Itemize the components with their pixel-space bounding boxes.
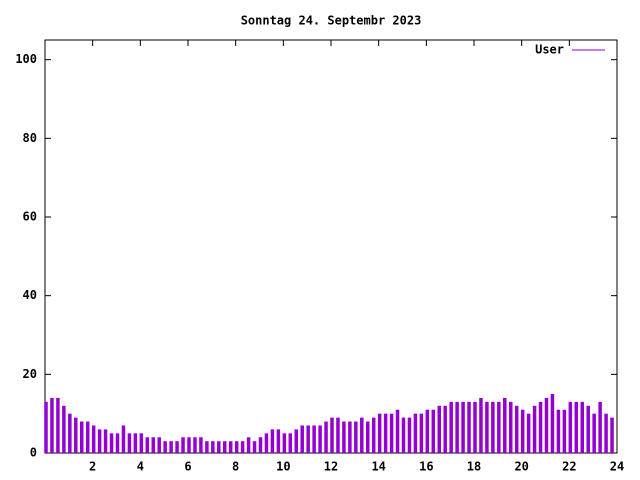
x-tick-label: 4 — [137, 460, 144, 474]
y-tick-label: 40 — [23, 288, 37, 302]
x-tick-label: 16 — [419, 460, 433, 474]
x-tick-label: 8 — [232, 460, 239, 474]
x-tick-label: 22 — [562, 460, 576, 474]
x-tick-label: 20 — [514, 460, 528, 474]
x-tick-label: 24 — [610, 460, 624, 474]
y-tick-label: 80 — [23, 131, 37, 145]
x-tick-label: 18 — [467, 460, 481, 474]
plot-frame — [44, 39, 618, 454]
y-tick-label: 60 — [23, 210, 37, 224]
chart-title: Sonntag 24. Septembr 2023 — [241, 14, 422, 28]
x-tick-label: 10 — [276, 460, 290, 474]
y-tick-label: 100 — [15, 52, 37, 66]
legend-label: User — [535, 43, 564, 57]
y-tick-label: 20 — [23, 367, 37, 381]
x-tick-label: 14 — [371, 460, 385, 474]
x-tick-label: 12 — [324, 460, 338, 474]
y-tick-label: 0 — [30, 446, 37, 460]
x-tick-label: 2 — [89, 460, 96, 474]
x-tick-label: 6 — [184, 460, 191, 474]
